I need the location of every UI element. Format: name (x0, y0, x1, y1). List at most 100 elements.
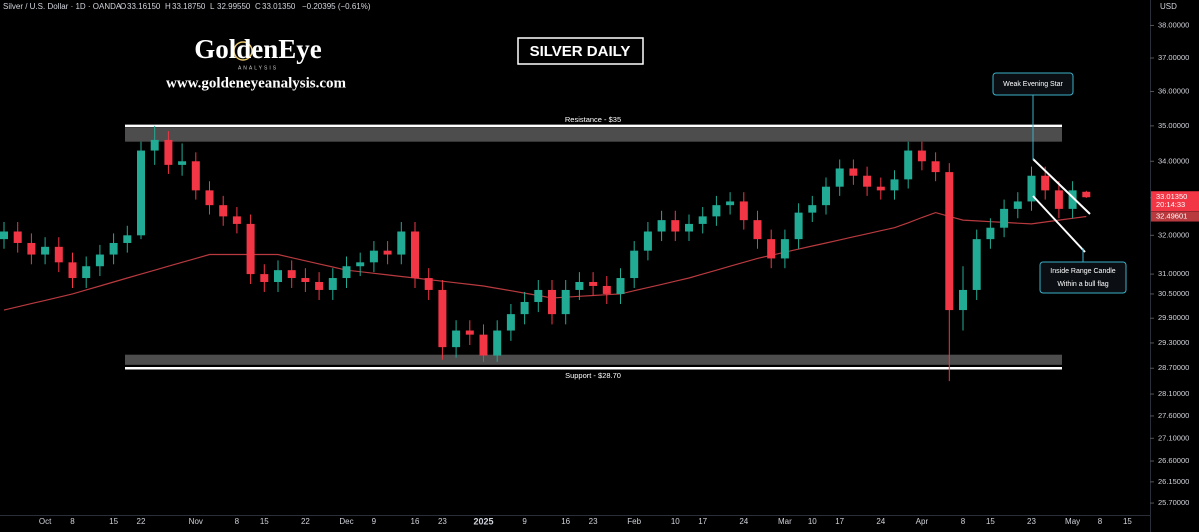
x-tick-label: Apr (916, 517, 929, 526)
candle-body (712, 205, 721, 217)
candle-body (438, 289, 447, 348)
logo-sub: ANALYSIS (238, 65, 278, 71)
x-tick-label: 15 (260, 517, 269, 526)
candle-body (369, 250, 378, 263)
candle-body (726, 201, 735, 206)
y-tick-label: 38.00000 (1158, 20, 1189, 29)
candle-body (315, 281, 324, 290)
x-tick-label: 15 (109, 517, 118, 526)
ma-tag (1151, 211, 1199, 222)
candle-body (767, 239, 776, 259)
x-tick-label: Oct (39, 517, 52, 526)
candle-body (328, 278, 337, 290)
candle-body (164, 139, 173, 165)
candle-body (232, 216, 241, 224)
plot: Resistance - $35 Support - $28.70 (0, 115, 1091, 382)
y-tick-label: 36.00000 (1158, 86, 1189, 95)
x-tick-label: 23 (1027, 517, 1036, 526)
candle-body (616, 278, 625, 294)
candle-body (178, 161, 187, 165)
candle-body (123, 235, 132, 243)
x-tick-label: 24 (876, 517, 885, 526)
currency: USD (1160, 2, 1177, 11)
candle-body (835, 168, 844, 187)
website: www.goldeneyeanalysis.com (166, 75, 347, 91)
candle-body (95, 254, 104, 267)
x-tick-label: 23 (589, 517, 598, 526)
candle-body (849, 168, 858, 176)
callout-box (1039, 261, 1127, 294)
x-tick-label: 10 (808, 517, 817, 526)
candle-body (287, 270, 296, 279)
y-tick-label: 25.70000 (1158, 498, 1189, 507)
candle-body (972, 239, 981, 290)
candle-body (794, 212, 803, 240)
moving-average (3, 211, 1087, 311)
x-tick-label: 16 (561, 517, 570, 526)
callout-text: Inside Range Candle (1050, 268, 1115, 275)
candle-body (534, 289, 543, 302)
candle-body (424, 278, 433, 290)
y-tick-label: 31.00000 (1158, 269, 1189, 278)
y-tick-label: 35.00000 (1158, 121, 1189, 130)
callout-box (992, 72, 1074, 96)
change: −0.20395 (−0.61%) (302, 2, 371, 11)
candle-body (917, 150, 926, 162)
x-tick-label: 22 (301, 517, 310, 526)
candle-body (356, 262, 365, 267)
ohlc-key: L (210, 2, 215, 11)
bull-flag: Weak Evening Star Inside Range Candle Wi… (992, 72, 1127, 294)
ma-tag-label: 32.49601 (1156, 212, 1187, 221)
x-tick-label: May (1065, 517, 1080, 526)
y-tick-label: 29.30000 (1158, 338, 1189, 347)
y-tick-label: 30.50000 (1158, 289, 1189, 298)
candle-body (1013, 201, 1022, 209)
candle-body (959, 289, 967, 311)
x-tick-label: 9 (372, 517, 377, 526)
x-tick-label: Dec (339, 517, 353, 526)
candle-body (219, 205, 228, 217)
y-tick-label: 28.70000 (1158, 363, 1189, 372)
candle-body (137, 150, 145, 236)
candle-body (383, 250, 392, 255)
x-tick-label: 10 (671, 517, 680, 526)
candle-body (931, 161, 940, 173)
x-tick-label: 15 (1123, 517, 1132, 526)
candle-body (520, 301, 529, 315)
y-tick-label: 34.00000 (1158, 156, 1189, 165)
ohlc-key: C (255, 2, 261, 11)
candle-body (274, 270, 282, 282)
candle-body (561, 289, 570, 315)
candle-body (904, 150, 913, 180)
y-tick-label: 28.10000 (1158, 389, 1189, 398)
title-box (517, 37, 644, 65)
candle-body (671, 220, 680, 232)
logo: GoldenEye ANALYSIS www.goldeneyeanalysis… (166, 34, 347, 91)
candle-body (643, 231, 652, 251)
candle-body (150, 139, 159, 151)
candle-body (479, 334, 488, 356)
candle-body (602, 285, 611, 294)
callout-text: Within a bull flag (1057, 281, 1108, 288)
logo-eye (233, 41, 253, 61)
x-tick-label: 9 (522, 517, 527, 526)
candle-body (68, 262, 77, 279)
support-label: Support - $28.70 (565, 371, 621, 380)
y-tick-label: 32.00000 (1158, 230, 1189, 239)
candle-body (54, 246, 63, 263)
x-tick-label: 8 (70, 517, 75, 526)
chart-title: SILVER DAILY (530, 43, 631, 60)
candle-body (27, 242, 36, 255)
candle-body (82, 266, 91, 279)
ohlc-key: H (165, 2, 171, 11)
candle-body (109, 242, 118, 255)
candle-body (890, 179, 899, 191)
flag-line (1032, 158, 1091, 215)
countdown: 20:14:33 (1156, 200, 1185, 209)
candle-body (986, 227, 995, 240)
candle-body (822, 186, 830, 206)
y-tick-label: 37.00000 (1158, 53, 1189, 62)
candle-body (13, 231, 22, 243)
x-tick-label: 8 (235, 517, 240, 526)
candle-body (397, 231, 406, 255)
